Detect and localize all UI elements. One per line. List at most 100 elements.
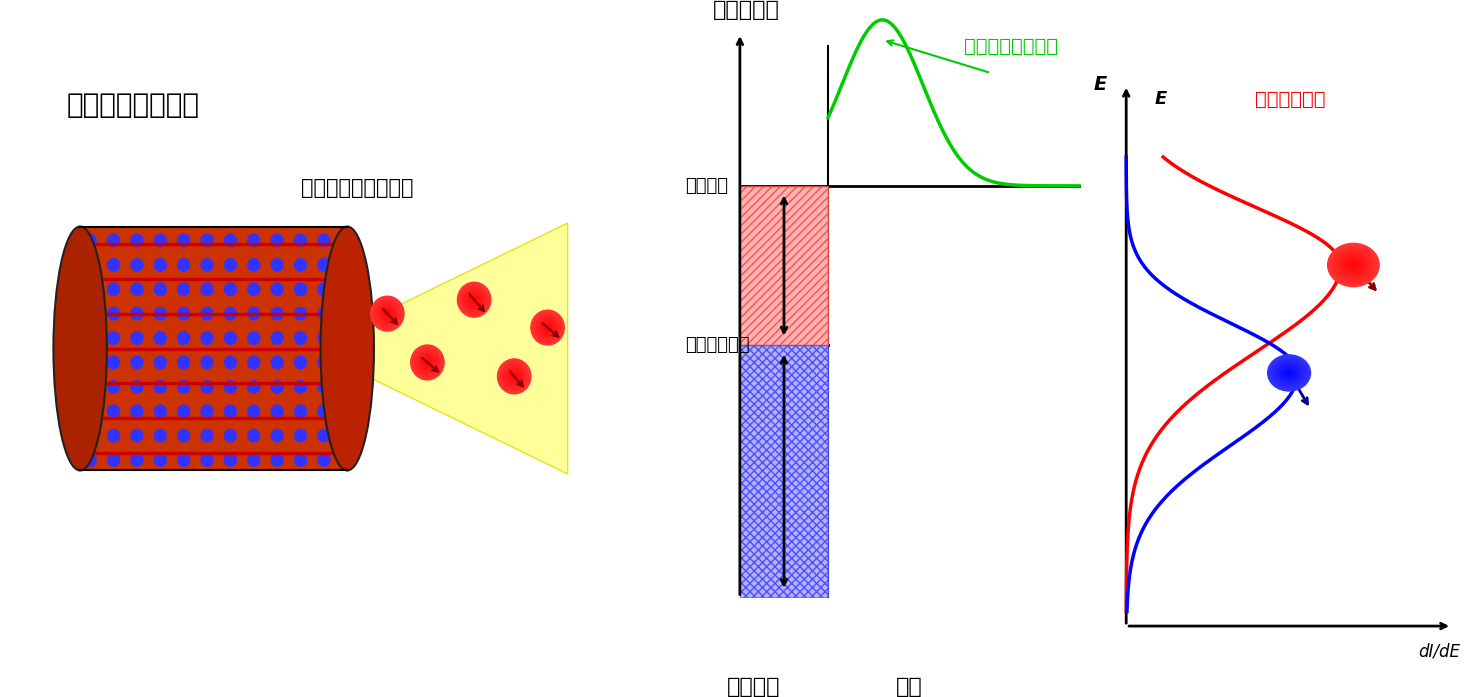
Circle shape	[536, 314, 559, 341]
Circle shape	[294, 381, 307, 393]
Circle shape	[224, 283, 236, 296]
Circle shape	[505, 366, 524, 387]
Circle shape	[200, 234, 214, 247]
Ellipse shape	[53, 227, 107, 470]
Circle shape	[1350, 263, 1356, 267]
Circle shape	[318, 356, 329, 369]
Circle shape	[341, 234, 353, 247]
Text: エネルギー: エネルギー	[714, 0, 781, 20]
Circle shape	[131, 332, 142, 344]
Ellipse shape	[321, 227, 374, 470]
Circle shape	[154, 234, 166, 247]
Circle shape	[512, 375, 516, 378]
Circle shape	[272, 356, 283, 369]
Circle shape	[500, 361, 528, 392]
Circle shape	[85, 381, 96, 393]
Circle shape	[131, 234, 142, 247]
Circle shape	[248, 234, 260, 247]
Circle shape	[178, 259, 190, 271]
Circle shape	[272, 405, 283, 418]
Circle shape	[85, 356, 96, 369]
Circle shape	[272, 332, 283, 344]
Circle shape	[1284, 369, 1294, 377]
Circle shape	[318, 429, 329, 442]
Circle shape	[200, 307, 214, 320]
Text: フェルミ準位: フェルミ準位	[686, 336, 749, 354]
Circle shape	[420, 354, 435, 371]
Circle shape	[1347, 260, 1359, 270]
Circle shape	[200, 356, 214, 369]
Circle shape	[85, 307, 96, 320]
Circle shape	[85, 429, 96, 442]
Circle shape	[546, 325, 549, 329]
Circle shape	[421, 356, 433, 369]
Circle shape	[85, 283, 96, 296]
Circle shape	[200, 454, 214, 466]
Text: 電界放出電子: 電界放出電子	[1255, 90, 1325, 109]
Circle shape	[200, 429, 214, 442]
Circle shape	[464, 289, 484, 310]
Circle shape	[107, 332, 120, 344]
Circle shape	[294, 307, 307, 320]
Circle shape	[341, 259, 353, 271]
Circle shape	[341, 356, 353, 369]
Circle shape	[272, 283, 283, 296]
Circle shape	[224, 381, 236, 393]
Circle shape	[470, 296, 478, 304]
Circle shape	[107, 454, 120, 466]
Circle shape	[248, 283, 260, 296]
Circle shape	[178, 234, 190, 247]
Circle shape	[178, 454, 190, 466]
Circle shape	[294, 405, 307, 418]
Circle shape	[467, 293, 481, 306]
Circle shape	[1276, 362, 1303, 384]
Circle shape	[413, 347, 442, 378]
Text: E: E	[1094, 75, 1107, 94]
Circle shape	[154, 429, 166, 442]
Polygon shape	[368, 223, 568, 474]
Circle shape	[1334, 249, 1373, 281]
Circle shape	[154, 356, 166, 369]
Circle shape	[272, 381, 283, 393]
Circle shape	[224, 259, 236, 271]
Circle shape	[85, 454, 96, 466]
Circle shape	[248, 259, 260, 271]
Circle shape	[178, 356, 190, 369]
Circle shape	[131, 454, 142, 466]
Circle shape	[497, 359, 531, 394]
Circle shape	[417, 352, 438, 373]
Circle shape	[318, 259, 329, 271]
Circle shape	[466, 291, 482, 308]
Circle shape	[533, 312, 562, 343]
Circle shape	[1328, 243, 1379, 286]
Circle shape	[154, 405, 166, 418]
Circle shape	[318, 454, 329, 466]
Circle shape	[85, 332, 96, 344]
Circle shape	[154, 259, 166, 271]
Circle shape	[248, 429, 260, 442]
Circle shape	[540, 319, 555, 336]
Circle shape	[341, 405, 353, 418]
Circle shape	[294, 356, 307, 369]
Circle shape	[380, 305, 395, 322]
Circle shape	[381, 307, 393, 320]
Circle shape	[154, 454, 166, 466]
Circle shape	[154, 283, 166, 296]
Circle shape	[154, 307, 166, 320]
Text: dI/dE: dI/dE	[1419, 643, 1460, 660]
Circle shape	[377, 303, 398, 324]
Circle shape	[460, 284, 488, 315]
Circle shape	[1270, 357, 1307, 389]
Circle shape	[457, 282, 491, 317]
Circle shape	[411, 345, 444, 380]
Circle shape	[294, 332, 307, 344]
Text: 真空準位: 真空準位	[686, 177, 729, 195]
Circle shape	[178, 405, 190, 418]
Polygon shape	[741, 186, 828, 345]
Text: 金属表面: 金属表面	[727, 677, 781, 697]
Circle shape	[154, 332, 166, 344]
Circle shape	[1345, 257, 1362, 273]
Circle shape	[224, 307, 236, 320]
Circle shape	[383, 309, 392, 318]
Circle shape	[531, 310, 564, 345]
